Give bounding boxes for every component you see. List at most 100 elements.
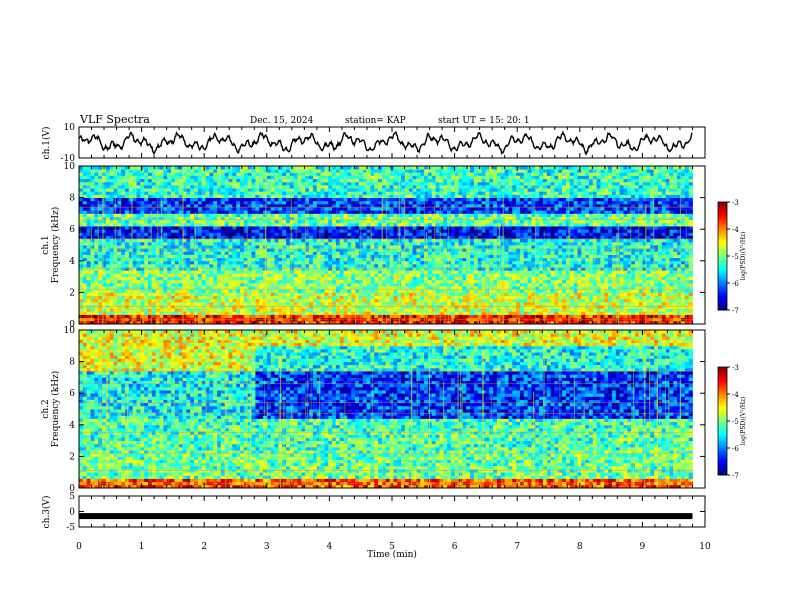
spectrogram-cell — [623, 251, 628, 255]
spectrogram-cell — [654, 257, 659, 262]
spectrogram-cell — [128, 286, 134, 290]
spectrogram-cell — [462, 241, 467, 246]
spectrogram-cell — [596, 282, 601, 287]
spectrogram-cell — [654, 320, 659, 325]
spectrogram-cell — [677, 251, 682, 255]
spectrogram-cell — [646, 286, 651, 290]
spectrogram-cell — [274, 320, 279, 325]
spectrogram-cell — [550, 254, 555, 259]
spectrogram-cell — [240, 270, 245, 274]
spectrogram-cell — [408, 263, 413, 268]
spectrogram-cell — [270, 320, 275, 325]
spectrogram-cell — [362, 263, 367, 268]
spectrogram-cell — [631, 229, 636, 233]
spectrogram-cell — [673, 257, 678, 262]
spectrogram-cell — [401, 251, 406, 255]
spectrogram-cell — [132, 289, 137, 293]
spectrogram-cell — [194, 245, 199, 249]
spectrogram-cell — [228, 232, 233, 236]
spectrogram-cell — [569, 295, 575, 300]
spectrogram-cell — [680, 245, 686, 249]
spectrogram-cell — [588, 320, 594, 325]
spectrogram-cell — [531, 279, 536, 284]
spectrogram-cell — [604, 276, 609, 281]
spectrogram-cell — [217, 251, 222, 255]
spectrogram-cell — [381, 314, 387, 319]
spectrogram-cell — [194, 257, 199, 262]
spectrogram-cell — [132, 320, 137, 325]
spectrogram-cell — [401, 301, 406, 306]
spectrogram-cell — [519, 298, 525, 303]
spectrogram-cell — [125, 320, 130, 325]
spectrogram-cell — [332, 282, 337, 287]
spectrogram-cell — [608, 251, 613, 255]
spectrogram-cell — [374, 279, 379, 284]
spectrogram-cell — [493, 295, 498, 300]
spectrogram-cell — [516, 254, 521, 259]
spectrogram-cell — [117, 254, 122, 259]
spectrogram-cell — [657, 270, 663, 274]
spectrogram-cell — [309, 254, 314, 259]
spectrogram-cell — [412, 251, 417, 255]
spectrogram-cell — [148, 320, 153, 325]
spectrogram-cell — [519, 254, 525, 259]
spectrogram-cell — [680, 232, 686, 236]
spectrogram-cell — [182, 276, 187, 281]
spectrogram-cell — [251, 320, 256, 325]
spectrogram-cell — [247, 226, 252, 230]
spectrogram-cell — [401, 260, 406, 265]
spectrogram-cell — [370, 320, 375, 325]
spectrogram-cell — [650, 260, 655, 265]
spectrogram-cell — [213, 314, 218, 319]
spectrogram-cell — [144, 276, 149, 281]
spectrogram-cell — [542, 308, 548, 312]
spectrogram-cell — [213, 251, 218, 255]
spectrogram-cell — [592, 311, 598, 315]
spectrogram-cell — [408, 292, 413, 296]
spectrogram-cell — [516, 311, 521, 315]
spectrogram-cell — [117, 235, 122, 240]
spectrogram-cell — [504, 263, 509, 268]
spectrogram-cell — [286, 282, 291, 287]
spectrogram-cell — [669, 320, 674, 325]
spectrogram-cell — [619, 295, 624, 300]
spectrogram-cell — [190, 282, 195, 287]
spectrogram-cell — [677, 238, 682, 243]
spectrogram-cell — [519, 289, 525, 293]
spectrogram-cell — [247, 301, 252, 306]
spectrogram-cell — [542, 289, 548, 293]
spectrogram-cell — [431, 314, 436, 319]
spectrogram-cell — [546, 273, 552, 277]
spectrogram-cell — [178, 257, 183, 262]
spectrogram-cell — [588, 238, 594, 243]
spectrogram-cell — [431, 308, 436, 312]
spectrogram-cell — [466, 276, 471, 281]
spectrogram-cell — [489, 301, 494, 306]
spectrogram-cell — [447, 270, 452, 274]
spectrogram-cell — [151, 282, 157, 287]
spectrogram-cell — [381, 279, 387, 284]
spectrogram-cell — [312, 320, 318, 325]
spectrogram-cell — [136, 241, 141, 246]
spectrogram-cell — [516, 279, 521, 284]
spectrogram-cell — [328, 257, 333, 262]
spectrogram-cell — [408, 241, 413, 246]
spectrogram-cell — [148, 273, 153, 277]
spectrogram-cell — [228, 270, 233, 274]
spectrogram-cell — [136, 226, 141, 230]
spectrogram-cell — [688, 260, 693, 265]
spectrogram-cell — [393, 314, 398, 319]
spectrogram-cell — [351, 279, 356, 284]
spectrogram-cell — [140, 235, 145, 240]
spectrogram-cell — [220, 263, 226, 268]
spectrogram-cell — [619, 235, 624, 240]
spectrogram-cell — [608, 238, 613, 243]
spectrogram-cell — [577, 282, 582, 287]
spectrogram-cell — [608, 308, 613, 312]
spectrogram-cell — [378, 251, 383, 255]
spectrogram-cell — [611, 289, 617, 293]
spectrogram-cell — [270, 311, 275, 315]
spectrogram-cell — [366, 235, 371, 240]
spectrogram-cell — [289, 235, 295, 240]
spectrogram-cell — [592, 282, 598, 287]
